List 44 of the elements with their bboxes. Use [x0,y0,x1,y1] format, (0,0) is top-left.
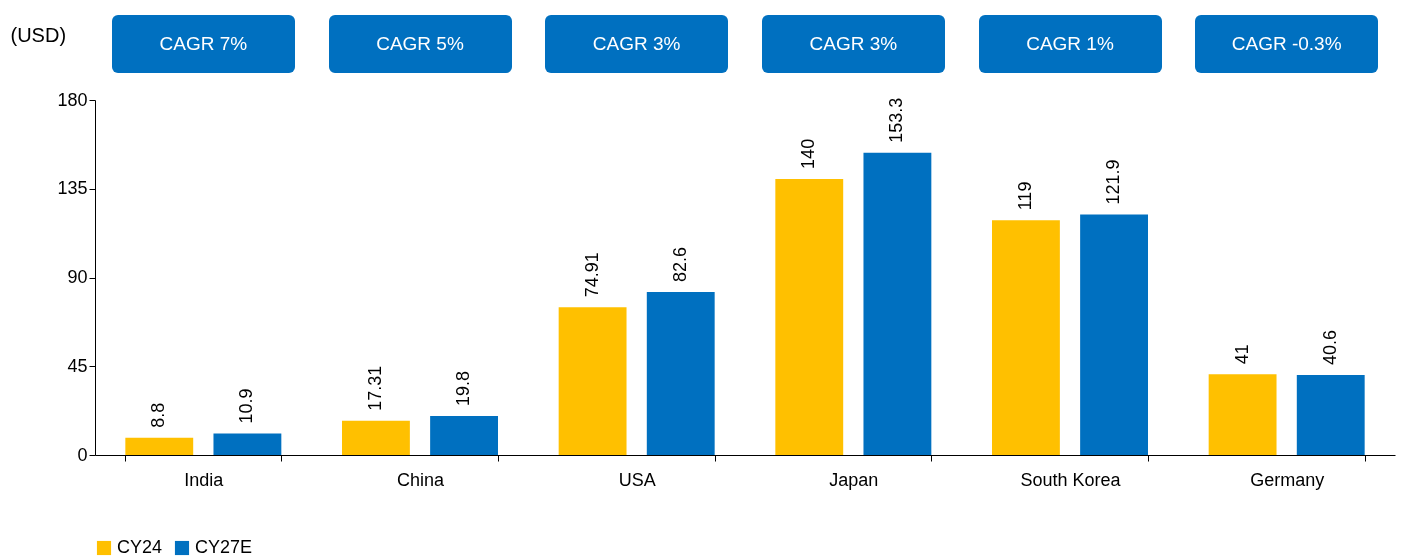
y-tick-label: 180 [57,89,88,110]
cagr-label-box: CAGR 7% [111,15,295,73]
bar [863,152,932,455]
bar [558,307,627,455]
y-tick-label: 135 [57,178,88,199]
data-label: 10.9 [236,388,257,424]
bar [1208,374,1277,455]
cagr-label-box: CAGR 3% [761,15,945,73]
bar [342,420,410,455]
data-label: 17.31 [364,365,385,411]
bar [1080,214,1148,455]
bar [430,415,498,455]
bar [992,220,1060,455]
data-label: 74.91 [581,252,602,298]
bar [1296,374,1365,455]
data-label: 8.8 [148,402,169,428]
x-tick-label: Japan [829,469,879,490]
data-label: 82.6 [669,247,690,283]
x-tick-label: China [396,469,445,490]
x-tick-label: South Korea [1020,469,1122,490]
x-tick-label: USA [618,469,656,490]
bar [213,433,282,455]
legend-label: CY27E [195,537,253,556]
data-label: 19.8 [453,370,474,406]
data-label: 40.6 [1319,329,1340,365]
cagr-label-box: CAGR 3% [545,15,729,73]
cagr-label-box: CAGR -0.3% [1195,15,1379,73]
x-tick-label: Germany [1250,469,1325,490]
cagr-label-box: CAGR 1% [978,15,1162,73]
y-axis-title: (USD) [10,23,67,46]
data-label: 153.3 [886,97,907,143]
data-label: 140 [798,138,819,169]
bar [646,292,715,455]
legend-label: CY24 [117,537,163,556]
x-tick-label: India [184,469,225,490]
y-tick-label: 45 [67,355,88,376]
bar [125,437,194,455]
data-label: 121.9 [1103,159,1124,205]
bar [775,178,844,455]
data-label: 41 [1231,344,1252,365]
y-tick-label: 90 [67,267,88,287]
y-tick-label: 0 [77,444,88,465]
data-label: 119 [1014,181,1035,211]
cagr-label-box: CAGR 5% [328,15,512,73]
